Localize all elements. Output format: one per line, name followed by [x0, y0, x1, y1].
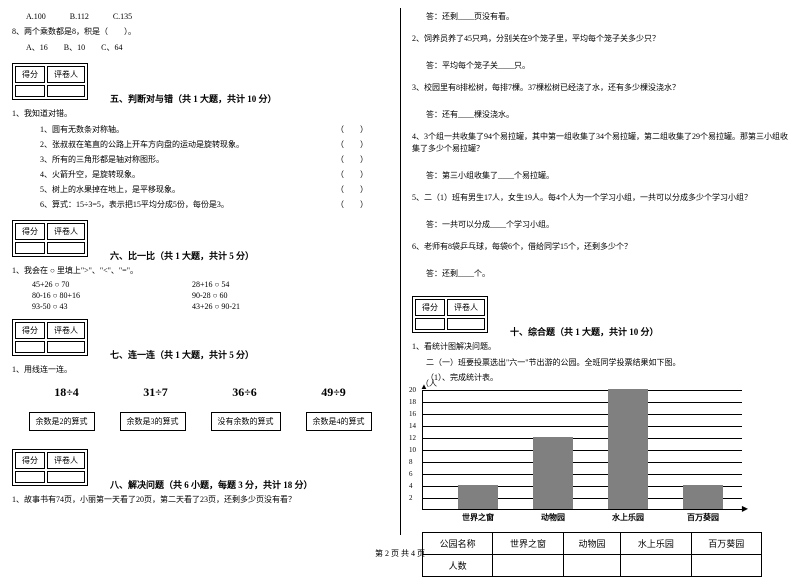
q3: 3、校园里有8排松树，每排7棵。37棵松树已经浇了水，还有多少棵没浇水？ — [412, 82, 788, 95]
bar-1 — [533, 437, 573, 509]
bar-2 — [608, 389, 648, 509]
scorebox-6: 得分评卷人 — [12, 220, 88, 257]
sec5-title: 五、判断对与错（共 1 大题，共计 10 分） — [110, 92, 277, 105]
s8-q1: 1、故事书有74页，小丽第一天看了20页，第二天看了23页，还剩多少页没有看？ — [12, 494, 388, 507]
bar-0 — [458, 485, 498, 509]
s5-q: 1、我知道对错。 — [12, 108, 388, 121]
bar-3 — [683, 485, 723, 509]
scorebox-5: 得分评卷人 — [12, 63, 88, 100]
x-label-2: 水上乐园 — [598, 512, 658, 523]
s7-q: 1、用线连一连。 — [12, 364, 388, 377]
left-column: A.100 B.112 C.135 8、两个乘数都是8，积是（ ）。 A、16 … — [0, 0, 400, 565]
q8: 8、两个乘数都是8，积是（ ）。 — [12, 26, 388, 39]
q2: 2、饲养员养了45只鸡，分别关在9个笼子里，平均每个笼子关多少只？ — [412, 33, 788, 46]
q4: 4、3个组一共收集了94个易拉罐，其中第一组收集了34个易拉罐，第二组收集了29… — [412, 131, 788, 157]
x-label-1: 动物园 — [523, 512, 583, 523]
q7-options: A.100 B.112 C.135 — [26, 11, 388, 23]
q5: 5、二（1）班有男生17人，女生19人。每4个人为一个学习小组，一共可以分成多少… — [412, 192, 788, 205]
x-arrow: ▶ — [742, 504, 748, 513]
s10-sub: （1）、完成统计表。 — [426, 372, 788, 384]
q6: 6、老师有8袋乒乓球，每袋6个，借给同学15个，还剩多少个？ — [412, 241, 788, 254]
sec7-title: 七、连一连（共 1 大题，共计 5 分） — [110, 348, 254, 361]
s10-desc: 二（一）班要投票选出"六一"节出游的公园。全班同学投票结果如下图。 — [426, 357, 788, 369]
a4: 答：第三小组收集了____个易拉罐。 — [426, 170, 788, 182]
x-label-3: 百万葵园 — [673, 512, 733, 523]
a2: 答：平均每个笼子关____只。 — [426, 60, 788, 72]
sec6-title: 六、比一比（共 1 大题，共计 5 分） — [110, 249, 254, 262]
page-footer: 第 2 页 共 4 页 — [0, 548, 800, 559]
answer-boxes: 余数是2的算式 余数是3的算式 没有余数的算式 余数是4的算式 — [16, 412, 384, 431]
a1: 答：还剩____页没有看。 — [426, 11, 788, 23]
right-column: 答：还剩____页没有看。 2、饲养员养了45只鸡，分别关在9个笼子里，平均每个… — [400, 0, 800, 565]
sec8-title: 八、解决问题（共 6 小题，每题 3 分，共计 18 分） — [110, 478, 313, 491]
a6: 答：还剩____个。 — [426, 268, 788, 280]
x-label-0: 世界之窗 — [448, 512, 508, 523]
scorebox-7: 得分评卷人 — [12, 319, 88, 356]
a3: 答：还有____棵没浇水。 — [426, 109, 788, 121]
a5: 答：一共可以分成____个学习小组。 — [426, 219, 788, 231]
scorebox-10: 得分评卷人 — [412, 296, 488, 333]
s10-q: 1、看统计图解决问题。 — [412, 341, 788, 354]
s5-items: 1、圆有无数条对称轴。（ ） 2、张叔叔在笔直的公路上开车方向盘的运动是旋转现象… — [12, 124, 388, 211]
expression-row: 18÷4 31÷7 36÷6 49÷9 — [22, 385, 378, 400]
scorebox-8: 得分评卷人 — [12, 449, 88, 486]
q8-options: A、16 B、10 C、64 — [26, 42, 388, 54]
sec10-title: 十、综合题（共 1 大题，共计 10 分） — [510, 325, 659, 338]
s6-q: 1、我会在 ○ 里填上">"、"<"、"="。 — [12, 265, 388, 278]
bar-chart: （人 ▲ ▶ 2468101214161820世界之窗动物园水上乐园百万葵园 — [422, 390, 742, 510]
